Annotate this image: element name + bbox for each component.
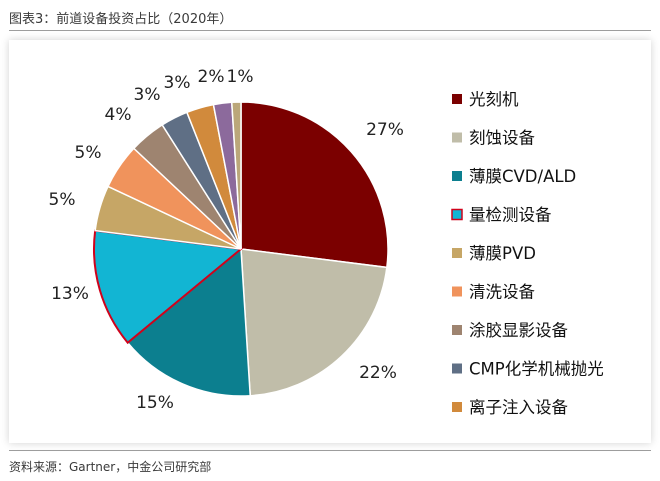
pie-label-metrology: 13% [51, 284, 89, 304]
pie-label-ion-implant: 3% [164, 73, 191, 93]
pie-slice-other-1pct [230, 101, 242, 250]
legend-swatch-etch [452, 132, 462, 143]
pie-label-etch: 22% [359, 363, 397, 383]
legend-swatch-metrology [451, 208, 463, 221]
pie-slice-lithography [240, 101, 389, 269]
legend-label-cleaning: 清洗设备 [469, 283, 536, 302]
pie-slices [93, 101, 389, 397]
legend-label-cvd-ald: 薄膜CVD/ALD [469, 167, 576, 186]
title-divider [9, 30, 651, 31]
pie-label-pvd: 5% [49, 190, 76, 210]
pie-labels: 27%22%15%13%5%5%4%3%3% 2% 1% [49, 67, 404, 413]
pie-label-cvd-ald: 15% [136, 393, 174, 413]
pie-slice-etch [240, 248, 388, 397]
legend-swatch-ion-implant [452, 402, 462, 412]
legend-label-ion-implant: 离子注入设备 [469, 398, 569, 417]
legend-swatch-pvd [452, 248, 462, 258]
page-title: 图表3：前道设备投资占比（2020年） [9, 12, 233, 27]
legend-label-cmp: CMP化学机械抛光 [469, 360, 604, 379]
legend-label-metrology: 量检测设备 [469, 206, 552, 225]
pie-slice-metrology [93, 229, 244, 345]
legend-swatch-cleaning [452, 286, 462, 297]
pie-label-coat-develop: 4% [105, 105, 132, 125]
pie-label-lithography: 27% [366, 120, 404, 140]
legend-label-pvd: 薄膜PVD [469, 244, 536, 263]
pie-label-other-2pct: 2% [198, 67, 225, 87]
pie-label-other-1pct: 1% [227, 67, 254, 87]
legend-swatch-cvd-ald [452, 171, 462, 181]
pie-slice-cvd-ald [126, 247, 252, 397]
pie-label-cleaning: 5% [75, 143, 102, 163]
legend-label-etch: 刻蚀设备 [469, 129, 536, 148]
legend-swatch-cmp [452, 363, 462, 374]
legend-label-lithography: 光刻机 [469, 90, 519, 109]
pie-label-cmp: 3% [134, 85, 161, 105]
legend-swatch-coat-develop [452, 325, 462, 335]
source-divider [9, 450, 651, 451]
source-note: 资料来源：Gartner，中金公司研究部 [9, 460, 212, 474]
legend-label-coat-develop: 涂胶显影设备 [469, 321, 569, 340]
legend-swatch-lithography [452, 94, 462, 104]
